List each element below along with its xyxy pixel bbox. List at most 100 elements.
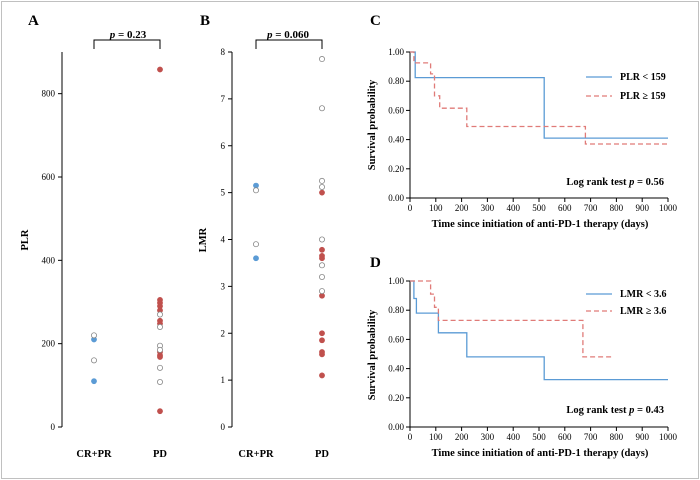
filled-point — [253, 255, 259, 262]
panel-a-y-axis-label: PLR — [20, 229, 31, 250]
panel-b-category-label-1: CR+PR — [238, 449, 274, 460]
y-tick-label: 0.00 — [388, 193, 404, 203]
x-tick-label: 600 — [558, 203, 572, 213]
filled-point — [319, 255, 325, 262]
open-point — [318, 56, 325, 63]
panel-b: B p = 0.060 LMR 0 1 2 3 4 5 6 7 8 CR+PR PD — [198, 13, 329, 460]
panel-d-ticks: 0.00 0.20 0.40 0.60 0.80 1.00 0 100 200 300 400 500… — [388, 276, 677, 442]
panel-a: A p = 0.23 PLR 0 200 400 600 800 CR+PR PD — [20, 13, 167, 460]
panel-d-x-axis-label: Time since initiation of anti-PD-1 thera… — [432, 448, 649, 459]
y-tick-label: 0.60 — [388, 334, 404, 344]
filled-point — [157, 354, 163, 360]
panel-c-legend: PLR < 159 PLR ≥ 159 — [586, 72, 666, 102]
y-tick-label: 0 — [221, 422, 226, 432]
panel-d-log-rank-annotation: Log rank test p = 0.43 — [566, 405, 664, 416]
panel-d-series-2-curve — [410, 280, 613, 358]
panel-c-survival-curves — [410, 51, 668, 145]
y-tick-label: 0.80 — [388, 76, 404, 86]
open-point — [318, 177, 325, 184]
filled-point — [91, 378, 97, 385]
filled-point — [319, 372, 325, 379]
y-tick-label: 4 — [221, 235, 226, 245]
open-point — [318, 236, 325, 243]
x-tick-label: 900 — [635, 432, 649, 442]
panel-b-y-ticks: 0 1 2 3 4 5 6 7 8 — [221, 39, 323, 432]
y-tick-label: 400 — [42, 255, 56, 265]
panel-d: D Survival probability Time since initia… — [367, 255, 678, 459]
x-tick-label: 100 — [429, 203, 443, 213]
panel-c-letter: C — [370, 13, 381, 29]
x-tick-label: 700 — [584, 432, 598, 442]
x-tick-label: 400 — [506, 203, 520, 213]
panel-c-log-rank-annotation: Log rank test p = 0.56 — [566, 177, 664, 188]
x-tick-label: 400 — [506, 432, 520, 442]
filled-point — [157, 66, 163, 73]
panel-a-y-ticks: 0 200 400 600 800 — [42, 39, 161, 432]
y-tick-label: 0.40 — [388, 364, 404, 374]
x-tick-label: 0 — [408, 432, 413, 442]
y-tick-label: 0.20 — [388, 393, 404, 403]
x-tick-label: 300 — [481, 432, 495, 442]
x-tick-label: 800 — [610, 203, 624, 213]
y-tick-label: 600 — [42, 172, 56, 182]
open-point — [318, 288, 325, 295]
x-tick-label: 100 — [429, 432, 443, 442]
panel-d-y-axis-label: Survival probability — [367, 309, 378, 400]
panel-a-points — [91, 66, 163, 415]
y-tick-label: 0.40 — [388, 135, 404, 145]
panel-c-legend-label-2: PLR ≥ 159 — [620, 91, 666, 102]
significance-bracket — [93, 39, 161, 49]
panel-c-ticks: 0.00 0.20 0.40 0.60 0.80 1.00 0 100 200 300 400 500… — [388, 47, 677, 213]
panel-a-letter: A — [28, 13, 39, 29]
y-tick-label: 3 — [221, 281, 226, 291]
y-tick-label: 800 — [42, 89, 56, 99]
panel-d-letter: D — [370, 255, 381, 271]
y-tick-label: 0.00 — [388, 422, 404, 432]
x-tick-label: 500 — [532, 203, 546, 213]
x-tick-label: 500 — [532, 432, 546, 442]
y-tick-label: 0.20 — [388, 164, 404, 174]
filled-point — [157, 408, 163, 415]
filled-point — [319, 189, 325, 196]
panel-c-x-axis-label: Time since initiation of anti-PD-1 thera… — [432, 219, 649, 230]
panel-d-legend-label-2: LMR ≥ 3.6 — [620, 306, 666, 317]
panel-d-survival-curves — [410, 280, 668, 381]
x-tick-label: 700 — [584, 203, 598, 213]
panel-c: C Survival probability Time since initia… — [367, 13, 678, 230]
panel-d-legend-label-1: LMR < 3.6 — [620, 289, 667, 300]
panel-a-category-label-2: PD — [153, 449, 167, 460]
y-tick-label: 1 — [221, 375, 226, 385]
open-point — [318, 183, 325, 190]
y-tick-label: 6 — [221, 141, 226, 151]
open-point — [252, 241, 259, 248]
x-tick-label: 200 — [455, 203, 469, 213]
panel-b-y-axis-label: LMR — [198, 227, 209, 252]
y-tick-label: 5 — [221, 188, 226, 198]
x-tick-label: 1000 — [659, 432, 678, 442]
open-point — [156, 364, 163, 371]
open-point — [318, 262, 325, 269]
panel-b-category-label-2: PD — [315, 449, 329, 460]
panel-a-p-value: p = 0.23 — [109, 29, 147, 41]
panel-a-category-label-1: CR+PR — [76, 449, 112, 460]
open-point — [318, 273, 325, 280]
panel-c-legend-label-1: PLR < 159 — [620, 72, 666, 83]
y-tick-label: 0.80 — [388, 305, 404, 315]
panel-b-points — [252, 56, 325, 379]
x-tick-label: 200 — [455, 432, 469, 442]
open-point — [318, 105, 325, 112]
open-point — [91, 357, 98, 364]
y-tick-label: 1.00 — [388, 47, 404, 57]
open-point — [156, 378, 163, 385]
filled-point — [319, 330, 325, 337]
y-tick-label: 8 — [221, 47, 226, 57]
significance-bracket — [255, 39, 323, 49]
filled-point — [319, 246, 325, 253]
open-point — [156, 311, 163, 318]
filled-point — [319, 351, 325, 358]
panel-b-letter: B — [200, 13, 210, 29]
open-point — [156, 346, 163, 353]
open-point — [91, 332, 98, 339]
